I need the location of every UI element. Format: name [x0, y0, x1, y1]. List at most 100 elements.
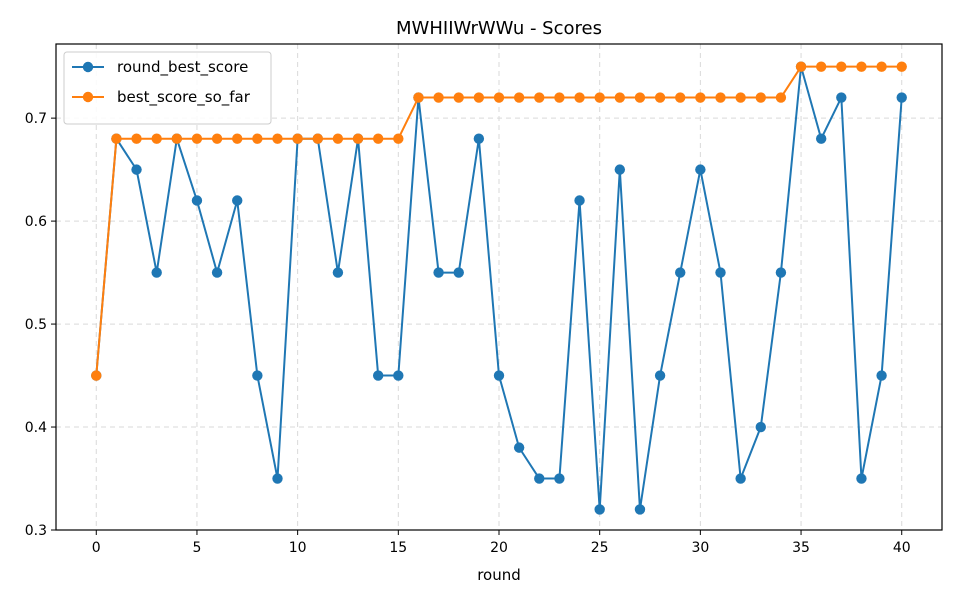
- x-tick-label: 20: [490, 540, 508, 556]
- y-tick-label: 0.7: [25, 111, 47, 127]
- data-point: [614, 92, 626, 103]
- data-point: [211, 133, 223, 144]
- data-point: [473, 92, 485, 103]
- data-point: [695, 92, 706, 103]
- data-point: [876, 370, 887, 381]
- data-point: [131, 164, 142, 175]
- data-point: [252, 133, 263, 144]
- data-point: [856, 61, 867, 72]
- data-point: [896, 92, 907, 103]
- data-point: [453, 92, 464, 103]
- x-tick-label: 5: [192, 540, 201, 556]
- data-point: [513, 442, 525, 453]
- x-tick-label: 0: [92, 540, 101, 556]
- data-point: [433, 92, 444, 103]
- chart-title: MWHIIWrWWu - Scores: [396, 18, 602, 39]
- data-point: [735, 92, 746, 103]
- data-point: [836, 92, 847, 103]
- legend-swatch-marker: [82, 91, 94, 103]
- data-point: [352, 133, 364, 144]
- y-tick-label: 0.5: [25, 317, 47, 333]
- data-point: [554, 473, 565, 484]
- data-point: [191, 133, 203, 144]
- data-point: [735, 473, 746, 484]
- data-point: [534, 473, 545, 484]
- data-point: [372, 133, 384, 144]
- data-point: [715, 267, 726, 278]
- x-axis-label: round: [477, 566, 521, 584]
- data-point: [312, 133, 323, 144]
- data-point: [775, 267, 787, 278]
- data-point: [493, 370, 505, 381]
- x-tick-label: 25: [591, 540, 609, 556]
- data-point: [393, 370, 404, 381]
- data-point: [594, 92, 605, 103]
- data-point: [211, 267, 223, 278]
- data-point: [634, 504, 646, 515]
- series-best_score_so_far: [91, 61, 907, 381]
- data-point: [413, 92, 424, 103]
- legend-label: round_best_score: [117, 58, 248, 77]
- data-point: [815, 61, 827, 72]
- legend-swatch-marker: [82, 61, 94, 73]
- data-point: [654, 370, 666, 381]
- data-point: [654, 92, 666, 103]
- data-point: [594, 504, 605, 515]
- legend-label: best_score_so_far: [117, 88, 251, 107]
- data-point: [775, 92, 787, 103]
- data-point: [513, 92, 525, 103]
- legend-box: [63, 51, 272, 125]
- data-point: [755, 421, 766, 433]
- legend: round_best_score best_score_so_far: [63, 51, 272, 125]
- data-point: [614, 164, 626, 175]
- data-point: [755, 92, 766, 103]
- data-point: [896, 61, 907, 72]
- y-tick-label: 0.6: [25, 214, 47, 230]
- data-point: [795, 61, 807, 72]
- data-point: [171, 133, 183, 144]
- series-group: [91, 61, 907, 515]
- data-point: [574, 92, 585, 103]
- data-point: [493, 92, 505, 103]
- data-point: [695, 164, 706, 175]
- axis-ticks: 0 5 10 15 20 25 30 35 40 0.3 0.4 0.5 0.6 0.7: [25, 111, 911, 556]
- data-point: [715, 92, 726, 103]
- x-tick-label: 15: [389, 540, 407, 556]
- data-point: [91, 370, 102, 381]
- data-point: [554, 92, 565, 103]
- data-point: [232, 195, 243, 206]
- data-point: [272, 133, 283, 144]
- x-tick-label: 35: [792, 540, 810, 556]
- y-tick-label: 0.4: [25, 420, 47, 436]
- data-point: [272, 473, 283, 484]
- data-point: [675, 267, 686, 278]
- data-point: [252, 370, 263, 381]
- data-point: [332, 133, 344, 144]
- x-tick-label: 10: [289, 540, 307, 556]
- data-point: [574, 195, 585, 206]
- data-point: [292, 133, 303, 144]
- data-point: [473, 133, 485, 144]
- data-point: [151, 267, 162, 278]
- data-point: [634, 92, 646, 103]
- data-point: [232, 133, 243, 144]
- data-point: [856, 473, 867, 484]
- x-tick-label: 30: [691, 540, 709, 556]
- data-point: [453, 267, 464, 278]
- data-point: [876, 61, 887, 72]
- data-point: [332, 267, 344, 278]
- x-tick-label: 40: [893, 540, 911, 556]
- data-point: [111, 133, 122, 144]
- data-point: [191, 195, 203, 206]
- data-point: [675, 92, 686, 103]
- data-point: [372, 370, 384, 381]
- data-point: [131, 133, 142, 144]
- data-point: [836, 61, 847, 72]
- data-point: [534, 92, 545, 103]
- y-tick-label: 0.3: [25, 523, 47, 539]
- data-point: [815, 133, 827, 144]
- data-point: [393, 133, 404, 144]
- data-point: [151, 133, 162, 144]
